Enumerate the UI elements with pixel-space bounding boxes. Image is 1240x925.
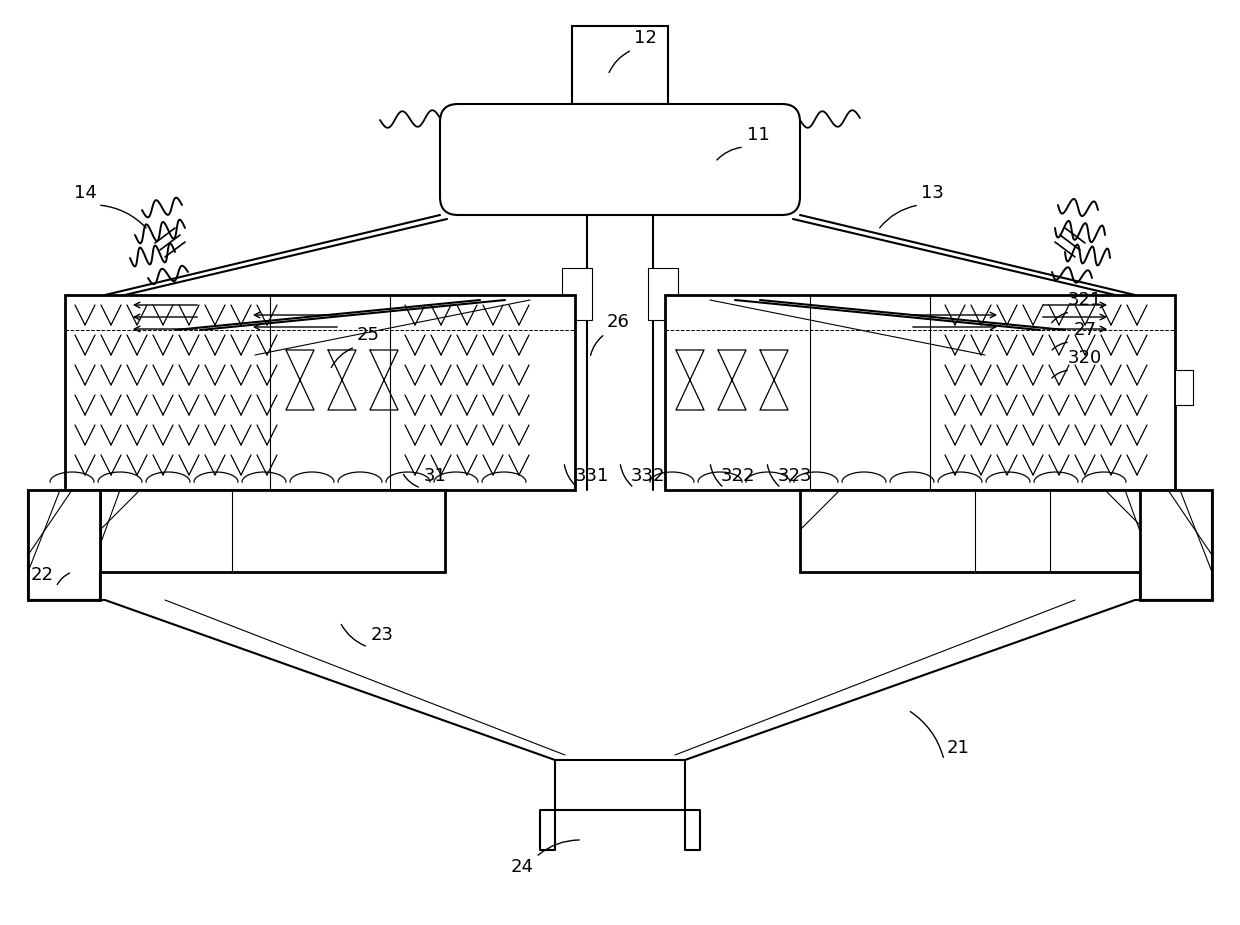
- Text: 323: 323: [777, 467, 812, 485]
- Bar: [1140, 490, 1211, 600]
- Text: 23: 23: [371, 626, 393, 644]
- Bar: [800, 490, 1145, 572]
- Text: 27: 27: [1074, 321, 1096, 339]
- Bar: [100, 490, 445, 572]
- Bar: [562, 268, 591, 320]
- Bar: [649, 268, 678, 320]
- Text: 26: 26: [606, 313, 630, 331]
- Bar: [572, 26, 668, 104]
- Text: 320: 320: [1068, 349, 1102, 367]
- Bar: [64, 295, 575, 490]
- Bar: [1176, 370, 1193, 405]
- Text: 11: 11: [746, 126, 769, 144]
- Text: 13: 13: [920, 184, 944, 202]
- Text: 332: 332: [631, 467, 665, 485]
- Text: 321: 321: [1068, 291, 1102, 309]
- Text: 24: 24: [511, 858, 533, 876]
- Text: 322: 322: [720, 467, 755, 485]
- Text: 25: 25: [357, 326, 379, 344]
- Bar: [665, 295, 1176, 490]
- Text: 22: 22: [31, 566, 53, 584]
- FancyBboxPatch shape: [440, 104, 800, 215]
- Text: 331: 331: [575, 467, 609, 485]
- Text: 14: 14: [73, 184, 97, 202]
- Text: 21: 21: [946, 739, 970, 757]
- Text: 31: 31: [424, 467, 446, 485]
- Text: 12: 12: [634, 29, 656, 47]
- Bar: [29, 490, 100, 600]
